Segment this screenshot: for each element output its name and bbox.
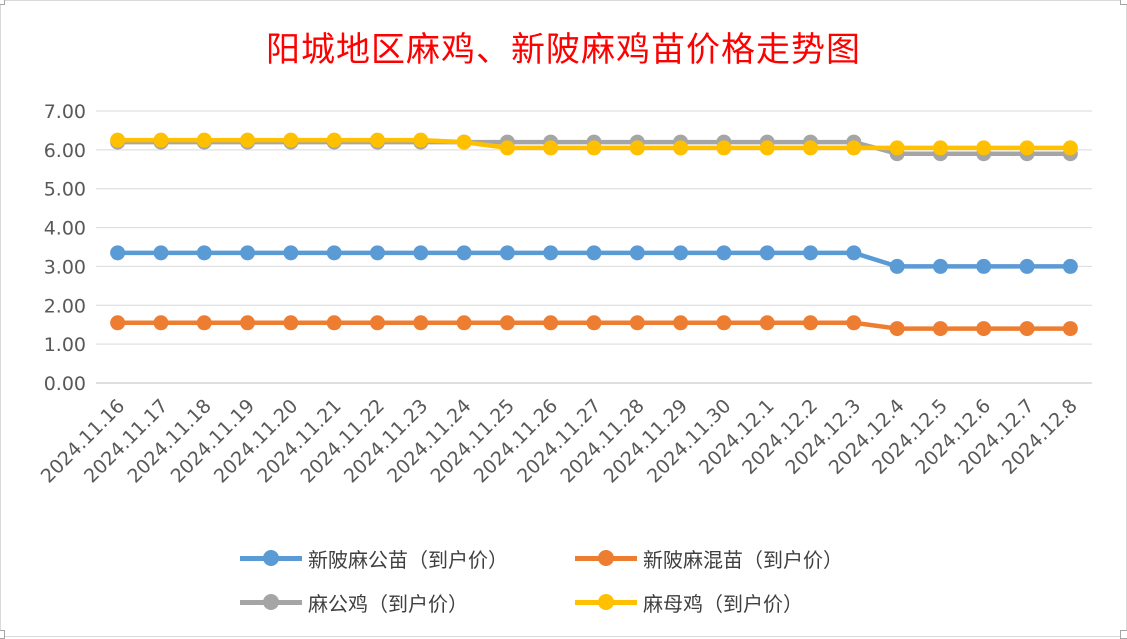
series-1-point: [153, 245, 169, 261]
series-4-point: [543, 140, 559, 156]
series-1-point: [629, 245, 645, 261]
y-tick-label: 4.00: [44, 218, 86, 240]
series-4-point: [803, 140, 819, 156]
series-4-point: [846, 140, 862, 156]
series-4-point: [283, 132, 299, 148]
legend: 新陂麻公苗（到户价） 新陂麻混苗（到户价） 麻公鸡（到户价） 麻母鸡（到户价）: [240, 536, 940, 624]
series-4-point: [326, 132, 342, 148]
series-2-point: [1019, 321, 1035, 337]
series-4-point: [673, 140, 689, 156]
series-4-point: [759, 140, 775, 156]
series-1-point: [932, 258, 948, 274]
series-1-point: [889, 258, 905, 274]
series-2-point: [976, 321, 992, 337]
series-1-point: [499, 245, 515, 261]
series-4-point: [196, 132, 212, 148]
series-4-point: [110, 132, 126, 148]
series-1-point: [326, 245, 342, 261]
series-1-point: [456, 245, 472, 261]
series-1-point: [196, 245, 212, 261]
series-2-point: [889, 321, 905, 337]
series-4-point: [153, 132, 169, 148]
y-tick-label: 7.00: [44, 101, 86, 123]
series-4-point: [413, 132, 429, 148]
series-2-point: [110, 315, 126, 331]
series-1-point: [369, 245, 385, 261]
series-1-point: [543, 245, 559, 261]
series-4-point: [716, 140, 732, 156]
series-1-point: [586, 245, 602, 261]
y-tick-label: 0.00: [44, 373, 86, 395]
legend-swatch-series-1: [240, 548, 302, 568]
series-2-point: [369, 315, 385, 331]
series-1-point: [283, 245, 299, 261]
y-tick-label: 3.00: [44, 256, 86, 278]
series-2-point: [673, 315, 689, 331]
series-4-point: [240, 132, 256, 148]
series-2-point: [1062, 321, 1078, 337]
series-4-point: [932, 140, 948, 156]
series-1-point: [759, 245, 775, 261]
series-4-point: [1019, 140, 1035, 156]
series-4-point: [629, 140, 645, 156]
series-1-point: [803, 245, 819, 261]
series-1-point: [1019, 258, 1035, 274]
series-4-point: [456, 134, 472, 150]
chart-title: 阳城地区麻鸡、新陂麻鸡苗价格走势图: [266, 30, 861, 70]
series-2-point: [759, 315, 775, 331]
legend-label-series-2: 新陂麻混苗（到户价）: [643, 547, 843, 572]
legend-swatch-series-4: [575, 592, 637, 612]
series-4-point: [586, 140, 602, 156]
series-4-point: [889, 140, 905, 156]
series-2-point: [499, 315, 515, 331]
legend-item-series-4: 麻母鸡（到户价）: [575, 588, 803, 617]
y-tick-label: 2.00: [44, 295, 86, 317]
series-1-point: [846, 245, 862, 261]
series-2-point: [196, 315, 212, 331]
y-tick-label: 5.00: [44, 179, 86, 201]
series-4-point: [1062, 140, 1078, 156]
series-4-point: [369, 132, 385, 148]
series-2-point: [240, 315, 256, 331]
resize-handle-top-right[interactable]: [1120, 0, 1127, 5]
series-2-point: [803, 315, 819, 331]
legend-swatch-series-2: [575, 548, 637, 568]
series-1-point: [1062, 258, 1078, 274]
series-4-point: [976, 140, 992, 156]
series-2-point: [629, 315, 645, 331]
series-2-point: [283, 315, 299, 331]
series-2-point: [846, 315, 862, 331]
series-2-point: [456, 315, 472, 331]
series-2-point: [326, 315, 342, 331]
resize-handle-top-left[interactable]: [0, 0, 5, 5]
series-1-point: [413, 245, 429, 261]
y-tick-label: 6.00: [44, 140, 86, 162]
series-2-point: [716, 315, 732, 331]
legend-label-series-4: 麻母鸡（到户价）: [643, 591, 803, 616]
y-tick-label: 1.00: [44, 334, 86, 356]
series-2-point: [543, 315, 559, 331]
legend-item-series-1: 新陂麻公苗（到户价）: [240, 544, 575, 573]
series-2-point: [413, 315, 429, 331]
legend-label-series-1: 新陂麻公苗（到户价）: [308, 547, 508, 572]
series-4-point: [499, 140, 515, 156]
legend-label-series-3: 麻公鸡（到户价）: [308, 591, 468, 616]
series-1-point: [976, 258, 992, 274]
series-2-point: [153, 315, 169, 331]
series-1-point: [716, 245, 732, 261]
series-1-point: [673, 245, 689, 261]
series-2-point: [932, 321, 948, 337]
legend-item-series-3: 麻公鸡（到户价）: [240, 588, 575, 617]
legend-item-series-2: 新陂麻混苗（到户价）: [575, 544, 843, 573]
series-2-point: [586, 315, 602, 331]
legend-swatch-series-3: [240, 592, 302, 612]
series-1-point: [110, 245, 126, 261]
series-1-point: [240, 245, 256, 261]
